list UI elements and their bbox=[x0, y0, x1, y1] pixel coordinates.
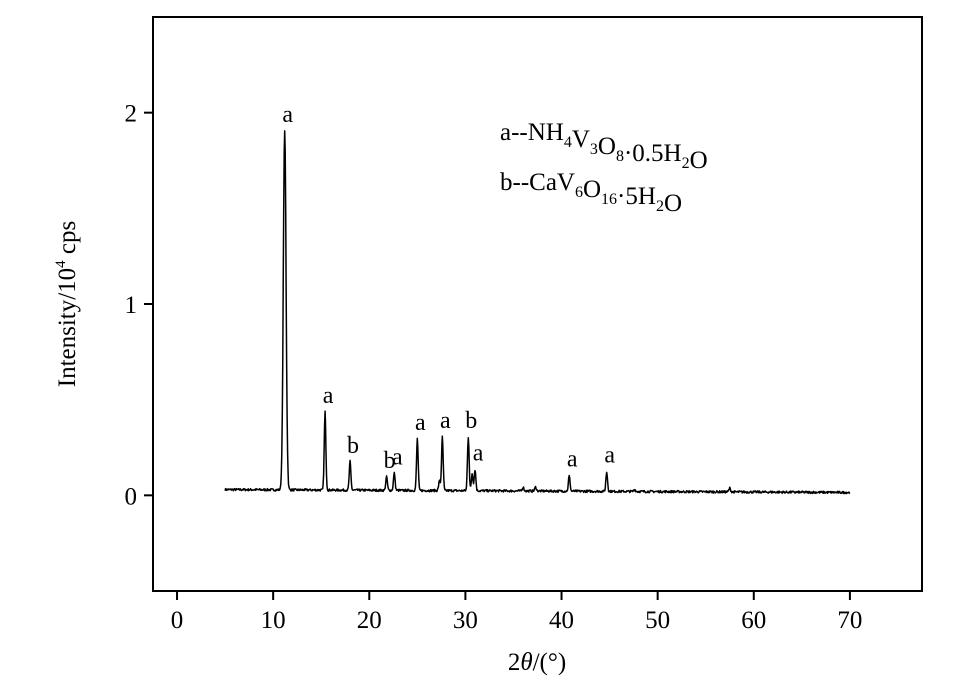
peak-label-b: b bbox=[465, 408, 477, 434]
x-tick-label: 10 bbox=[261, 607, 286, 634]
peak-label-b: b bbox=[384, 448, 396, 474]
peak-label-a: a bbox=[567, 446, 578, 472]
peak-label-a: a bbox=[323, 383, 334, 409]
y-tick-label: 0 bbox=[125, 483, 138, 510]
x-axis-title: 2θ/(°) bbox=[508, 649, 566, 676]
peak-label-a: a bbox=[604, 442, 615, 468]
y-axis-title: Intensity/104 cps bbox=[53, 221, 81, 388]
x-tick-label: 0 bbox=[171, 607, 184, 634]
legend-entry-b: b--CaV6O16·5H2O bbox=[500, 169, 682, 217]
x-tick-label: 70 bbox=[837, 607, 862, 634]
peak-label-a: a bbox=[473, 441, 484, 467]
plot-frame bbox=[152, 16, 923, 592]
y-tick-label: 1 bbox=[125, 292, 138, 319]
x-axis-ticks: 0 10 20 30 40 50 60 70 bbox=[171, 591, 862, 634]
xrd-pattern-line bbox=[224, 130, 851, 495]
x-tick-label: 30 bbox=[453, 607, 478, 634]
peak-label-b: b bbox=[347, 433, 359, 459]
x-tick-label: 40 bbox=[549, 607, 574, 634]
x-tick-label: 60 bbox=[741, 607, 766, 634]
x-tick-label: 20 bbox=[357, 607, 382, 634]
legend-entry-a: a--NH4V3O8·0.5H2O bbox=[500, 119, 708, 174]
peak-label-a: a bbox=[415, 410, 426, 436]
peak-label-a: a bbox=[282, 102, 293, 128]
peak-label-a: a bbox=[392, 444, 403, 470]
peak-label-a: a bbox=[440, 408, 451, 434]
y-axis-ticks: 0 1 2 bbox=[125, 101, 153, 510]
x-tick-label: 50 bbox=[645, 607, 670, 634]
y-tick-label: 2 bbox=[125, 101, 138, 128]
